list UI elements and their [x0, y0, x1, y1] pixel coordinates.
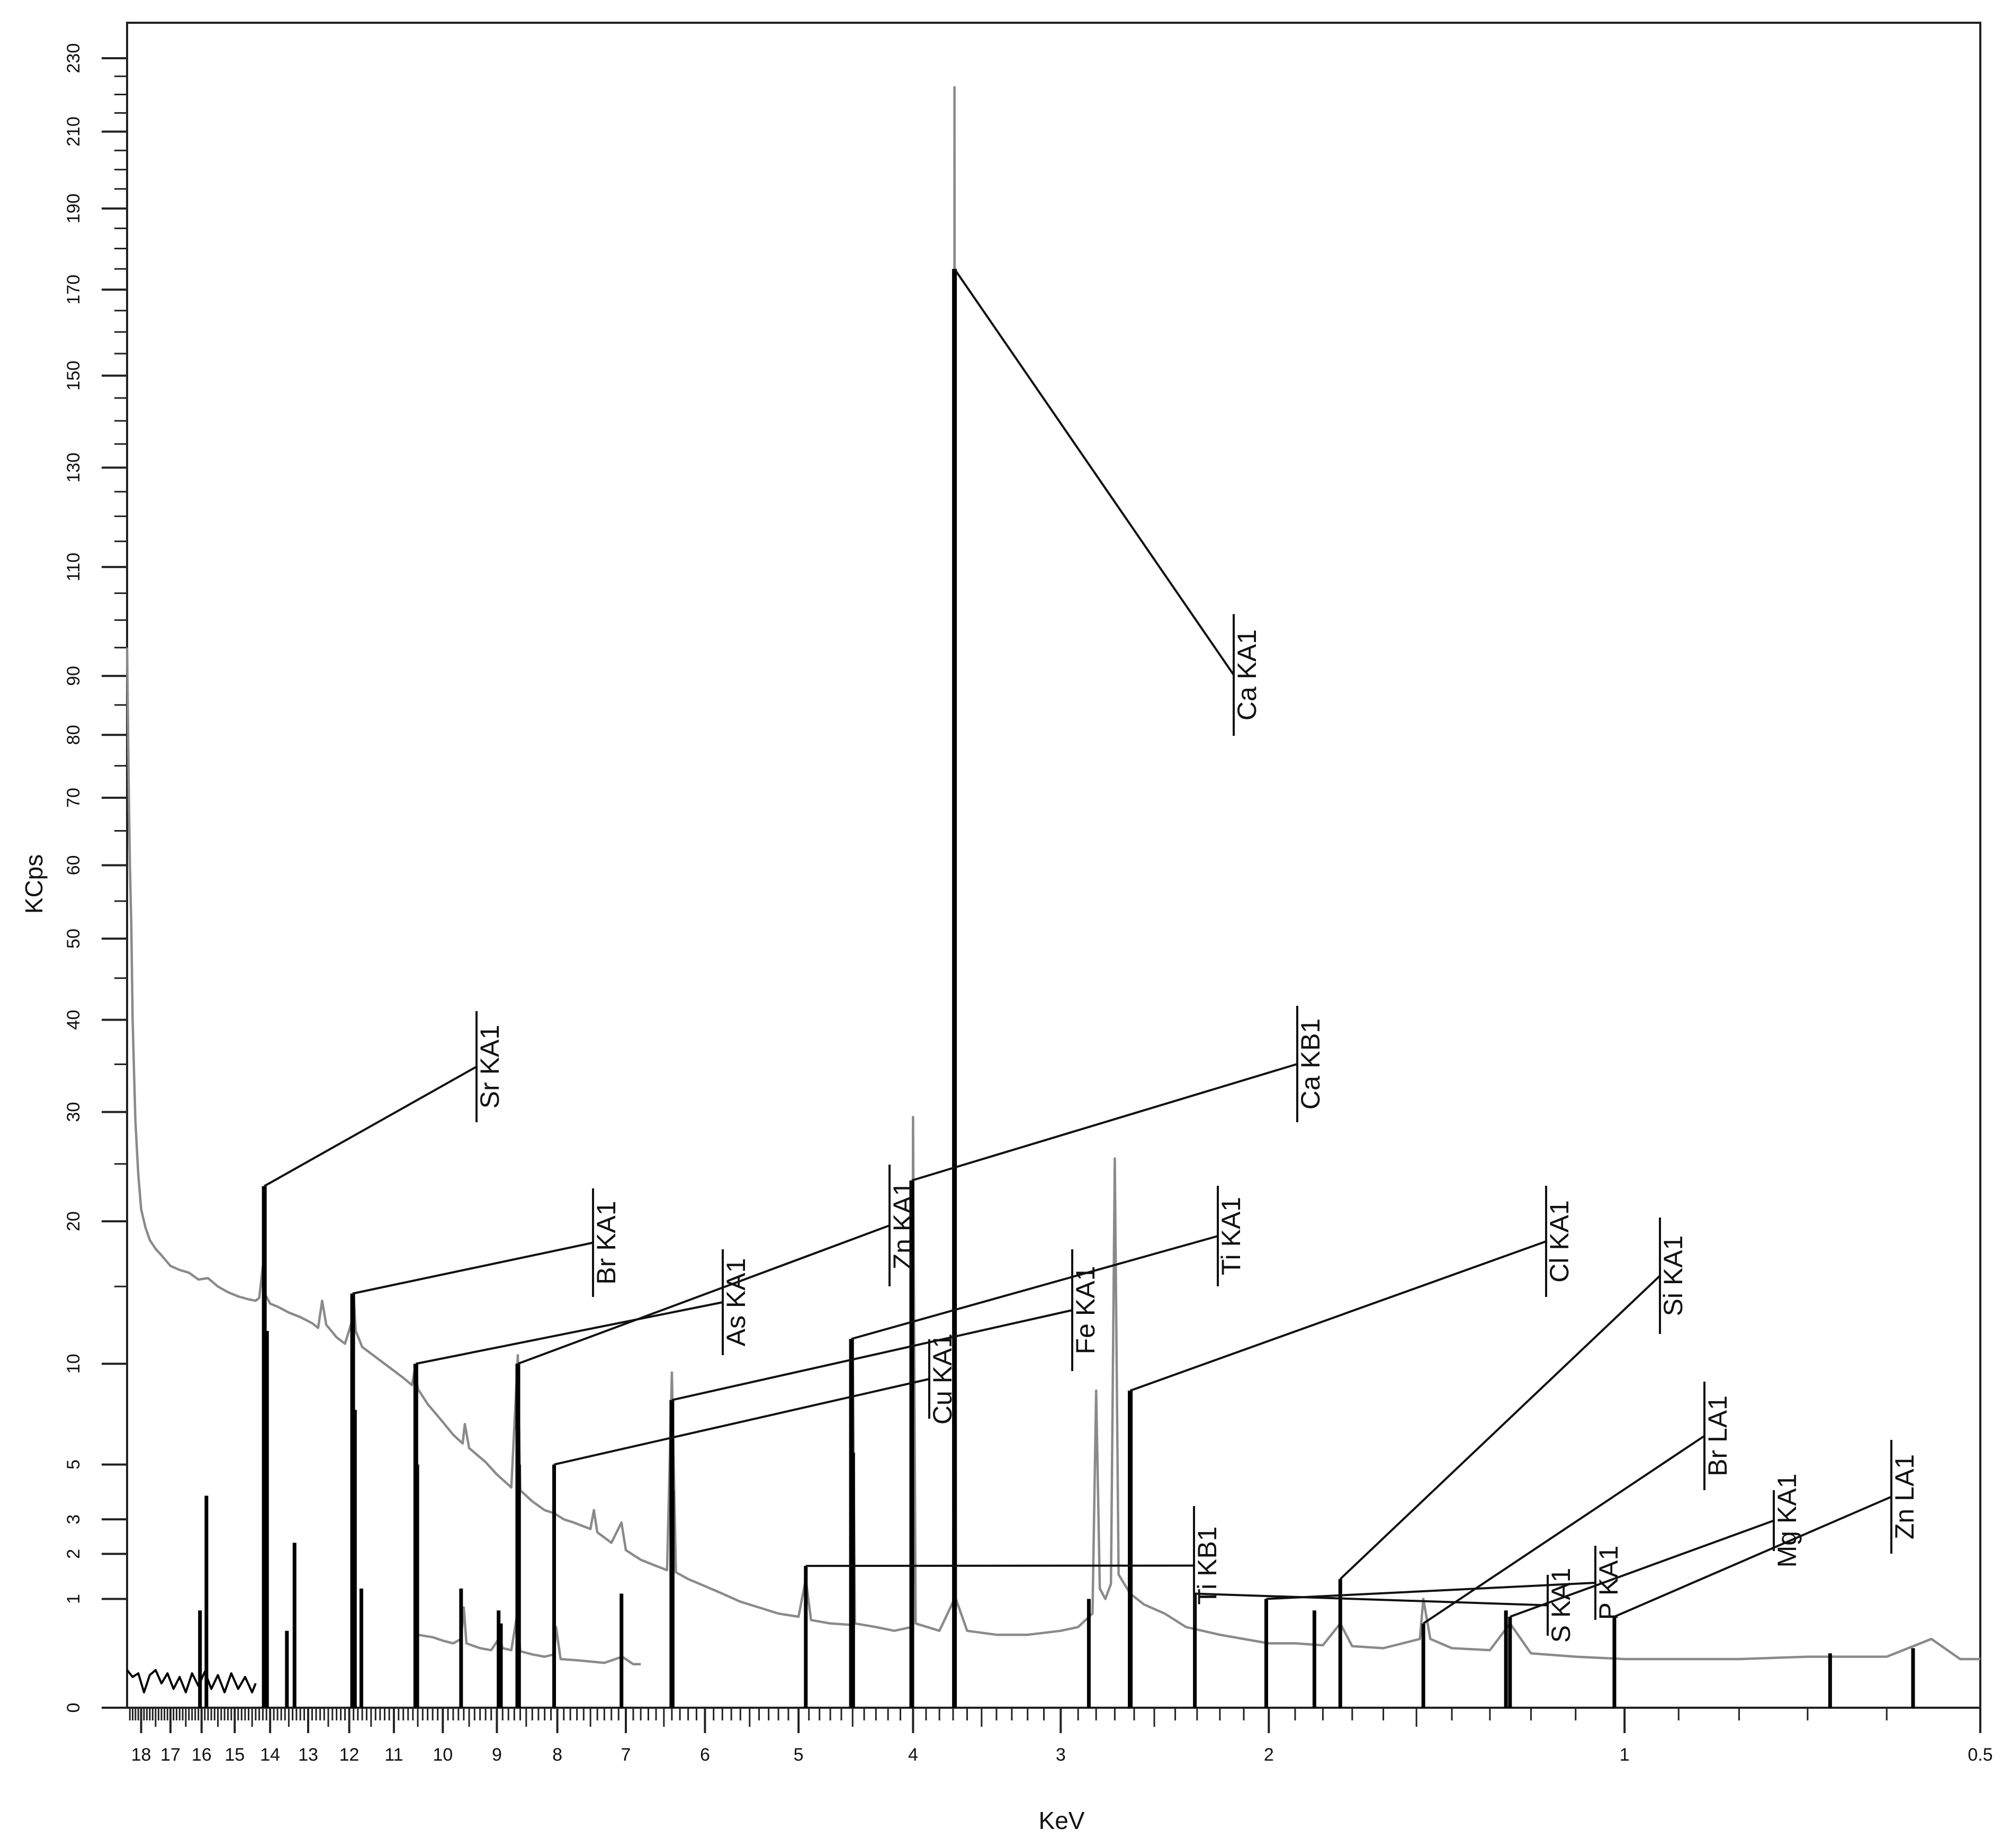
label-leader	[554, 1378, 930, 1466]
label-leader	[671, 1309, 1073, 1401]
x-tick-label: 12	[339, 1745, 360, 1765]
y-tick-label: 2	[64, 1549, 84, 1559]
x-tick-label: 7	[621, 1745, 631, 1765]
plot-frame	[126, 22, 1981, 1709]
label-leader	[1339, 1275, 1661, 1580]
label-leader	[264, 1066, 477, 1187]
x-axis: 18 17 16 15 14 13 12 11 10 9 8 7 6 5 4 3 2 1 0.5	[129, 1708, 1993, 1765]
y-tick-label: 210	[64, 116, 84, 147]
peak-labels: Sr KA1 Br KA1 As KA1 Zn KA1 Cu KA1 Fe KA1 Ti K…	[264, 268, 1919, 1643]
y-tick-label: 150	[64, 360, 84, 391]
x-tick-label: 15	[225, 1745, 245, 1765]
y-tick-label: 80	[64, 725, 84, 745]
x-tick-label: 17	[160, 1745, 181, 1765]
peak-label: Si KA1	[1658, 1236, 1688, 1317]
y-tick-label: 3	[64, 1515, 84, 1525]
x-tick-label: 0.5	[1968, 1745, 1992, 1765]
label-leader	[415, 1301, 723, 1365]
y-tick-label: 70	[64, 788, 84, 808]
label-leader	[1266, 1582, 1596, 1600]
label-leader	[352, 1241, 594, 1295]
y-tick-label: 40	[64, 1010, 84, 1030]
x-tick-label: 18	[131, 1745, 151, 1765]
peak-label: Ca KA1	[1232, 629, 1262, 720]
series-line-0	[125, 86, 1980, 1661]
series-layer	[125, 86, 1980, 1693]
peak-label: Ti KA1	[1216, 1197, 1246, 1275]
label-leader	[517, 1224, 890, 1365]
label-leader	[911, 1063, 1298, 1182]
y-tick-label: 170	[64, 275, 84, 305]
peak-label: Ti KB1	[1192, 1526, 1222, 1604]
x-tick-label: 13	[298, 1745, 318, 1765]
x-tick-label: 8	[552, 1745, 562, 1765]
y-tick-label: 50	[64, 928, 84, 949]
y-tick-label: 90	[64, 666, 84, 686]
y-tick-label: 190	[64, 194, 84, 224]
peak-label: As KA1	[721, 1258, 751, 1347]
peak-label: Ca KB1	[1296, 1018, 1325, 1110]
label-leader	[953, 268, 1235, 676]
peak-label: Cu KA1	[928, 1333, 957, 1425]
y-axis-title: KCps	[20, 854, 48, 914]
x-tick-label: 11	[384, 1745, 403, 1765]
y-tick-label: 60	[64, 855, 84, 876]
peak-label: Br LA1	[1703, 1395, 1732, 1476]
series-line-2	[126, 1669, 257, 1693]
label-leader	[1614, 1495, 1892, 1618]
x-tick-label: 6	[700, 1745, 710, 1765]
x-tick-label: 10	[433, 1745, 453, 1765]
peak-label: Br KA1	[591, 1201, 621, 1284]
y-tick-label: 5	[64, 1459, 84, 1470]
x-tick-label: 5	[794, 1745, 804, 1765]
y-tick-label: 20	[64, 1211, 84, 1231]
label-leader	[851, 1235, 1218, 1340]
x-tick-label: 3	[1056, 1745, 1066, 1765]
y-tick-label: 130	[64, 453, 84, 483]
label-leader	[1129, 1240, 1547, 1392]
peak-label: Zn LA1	[1890, 1454, 1919, 1539]
peak-label: Sr KA1	[475, 1025, 505, 1108]
reference-lines	[198, 268, 1915, 1708]
y-axis: 0 1 2 3 5 10 20 30 40 50 60 70 80 90 110 130 150 170 190 21…	[64, 43, 127, 1713]
y-tick-label: 230	[64, 43, 84, 74]
x-tick-label: 16	[192, 1745, 212, 1765]
label-leader	[1195, 1592, 1548, 1607]
y-tick-label: 110	[64, 553, 84, 581]
x-tick-label: 14	[260, 1745, 280, 1765]
x-tick-label: 4	[908, 1745, 918, 1765]
x-tick-label: 9	[492, 1745, 502, 1765]
label-leader	[1423, 1435, 1705, 1625]
x-tick-label: 1	[1620, 1745, 1630, 1765]
peak-label: Cl KA1	[1545, 1200, 1574, 1283]
label-leader	[1510, 1519, 1774, 1618]
peak-label: P KA1	[1594, 1546, 1623, 1620]
series-line-1	[417, 1606, 641, 1666]
peak-label: S KA1	[1546, 1568, 1576, 1643]
peak-label: Zn KA1	[888, 1182, 918, 1270]
y-tick-label: 10	[64, 1354, 84, 1374]
y-tick-label: 0	[64, 1703, 84, 1713]
x-tick-label: 2	[1264, 1745, 1274, 1765]
x-axis-title: KeV	[1039, 1807, 1085, 1834]
y-tick-label: 1	[64, 1594, 84, 1604]
peak-label: Mg KA1	[1772, 1474, 1802, 1568]
peak-label: Fe KA1	[1071, 1266, 1100, 1355]
y-tick-label: 30	[64, 1102, 84, 1122]
